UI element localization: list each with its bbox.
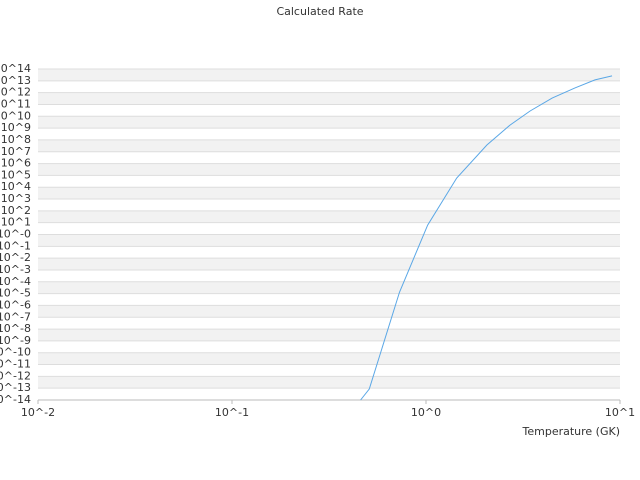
grid-band: [38, 329, 620, 341]
y-tick-label: 10^2: [1, 204, 31, 217]
y-tick-label: 10^-13: [0, 381, 31, 394]
y-tick-label: 10^4: [1, 180, 31, 193]
y-tick-label: 10^14: [0, 62, 31, 75]
y-tick-label: 10^5: [1, 168, 31, 181]
x-tick-label: 10^1: [605, 406, 635, 419]
grid-band: [38, 258, 620, 270]
grid-band: [38, 187, 620, 200]
y-tick-label: 10^7: [1, 145, 31, 158]
x-axis-label: Temperature (GK): [522, 425, 621, 438]
grid-band: [38, 281, 620, 294]
x-tick-label: 10^-2: [21, 406, 55, 419]
y-tick-label: 10^8: [1, 133, 31, 146]
grid-band: [38, 210, 620, 223]
y-tick-label: 10^-10: [0, 346, 31, 359]
x-tick-label: 10^-1: [215, 406, 249, 419]
y-tick-label: 10^-1: [0, 239, 31, 252]
y-tick-label: 10^-8: [0, 322, 31, 335]
grid-band: [38, 376, 620, 389]
y-tick-label: 10^3: [1, 192, 31, 205]
grid-band: [38, 116, 620, 129]
grid-band: [38, 139, 620, 152]
grid-band: [38, 352, 620, 365]
y-tick-label: 10^-5: [0, 287, 31, 300]
y-tick-label: 10^-4: [0, 275, 31, 288]
grid-band: [38, 92, 620, 105]
y-tick-label: 10^-9: [0, 334, 31, 347]
y-tick-label: 10^-6: [0, 298, 31, 311]
data-line: [360, 75, 613, 401]
y-tick-label: 10^6: [1, 157, 31, 170]
grid-band: [38, 234, 620, 247]
y-tick-label: 10^-14: [0, 393, 31, 406]
grid-band: [38, 305, 620, 318]
y-tick-label: 10^-12: [0, 369, 31, 382]
y-tick-label: 10^-2: [0, 251, 31, 264]
x-tick-label: 10^0: [411, 406, 441, 419]
y-tick-label: 10^11: [0, 97, 31, 110]
chart-title: Calculated Rate: [276, 5, 363, 18]
y-tick-label: 10^-7: [0, 310, 31, 323]
y-tick-label: 10^12: [0, 86, 31, 99]
grid-band: [38, 69, 620, 81]
grid-band: [38, 163, 620, 176]
y-tick-label: 10^-11: [0, 358, 31, 371]
y-tick-label: 10^-3: [0, 263, 31, 276]
y-tick-label: 10^9: [1, 121, 31, 134]
y-tick-label: 10^1: [1, 216, 31, 229]
y-tick-label: 10^-0: [0, 228, 31, 241]
y-tick-label: 10^10: [0, 109, 31, 122]
y-tick-label: 10^13: [0, 74, 31, 87]
